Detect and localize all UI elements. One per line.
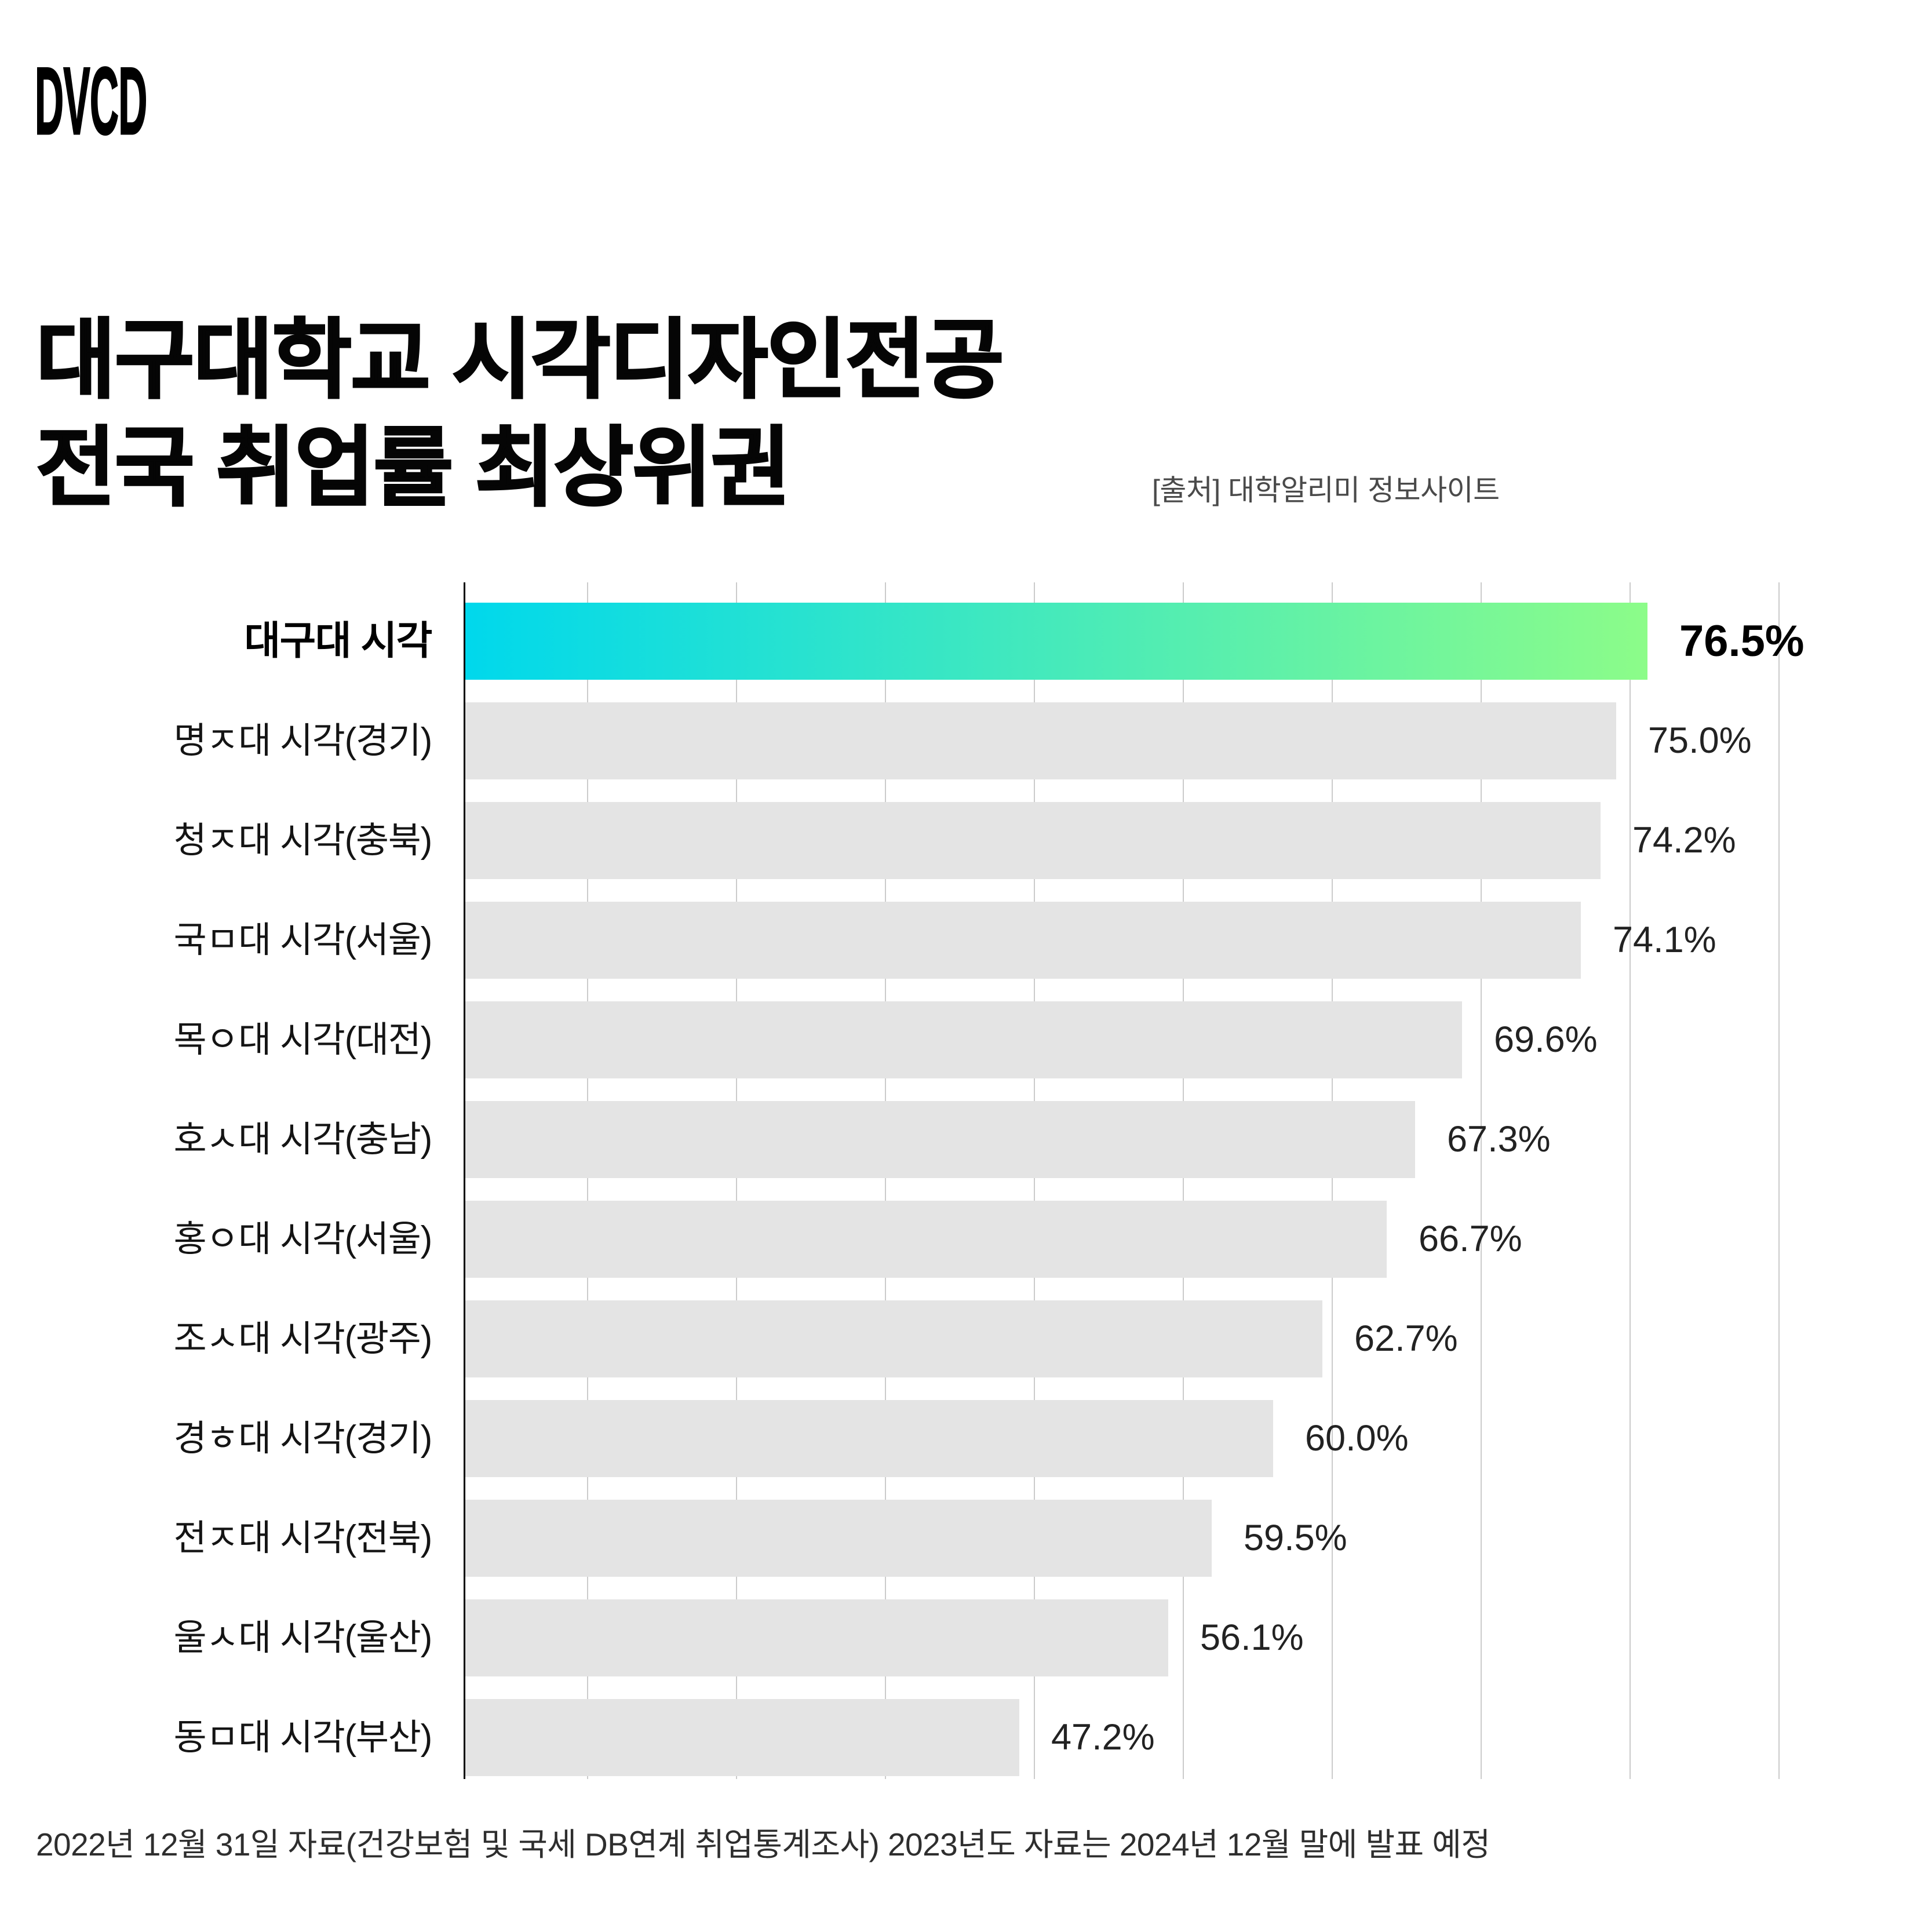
row-value-label: 59.5%	[1244, 1518, 1347, 1558]
row-value-label: 74.2%	[1632, 820, 1736, 861]
row-value-label: 74.1%	[1613, 920, 1716, 960]
row-bar	[465, 1001, 1462, 1078]
row-label: 홍ㅇ대 시각(서울)	[173, 1219, 433, 1259]
row-label: 전ㅈ대 시각(전북)	[173, 1518, 433, 1558]
row-value-label: 60.0%	[1305, 1418, 1409, 1459]
row-bar	[465, 1101, 1415, 1178]
gridline	[1778, 582, 1780, 1779]
row-value-label: 47.2%	[1051, 1717, 1155, 1758]
chart-row: 대구대 시각 76.5%	[0, 603, 1932, 680]
row-value-label: 62.7%	[1354, 1318, 1458, 1359]
gridline	[885, 582, 886, 1779]
chart-row: 청ㅈ대 시각(충북) 74.2%	[0, 802, 1932, 879]
row-bar	[465, 1699, 1019, 1776]
dvcd-logo: DVCD	[34, 48, 148, 154]
y-axis-line	[464, 582, 465, 1779]
chart-row: 목ㅇ대 시각(대전) 69.6%	[0, 1001, 1932, 1078]
row-label: 경ㅎ대 시각(경기)	[173, 1419, 433, 1459]
title-line-2: 전국 취업률 최상위권	[35, 418, 792, 517]
page-title: 대구대학교 시각디자인전공 전국 취업률 최상위권	[35, 306, 1005, 522]
source-note: [출처] 대학알리미 정보사이트	[1152, 474, 1500, 506]
chart-row: 호ㅅ대 시각(충남) 67.3%	[0, 1101, 1932, 1178]
footer-note: 2022년 12월 31일 자료(건강보험 및 국세 DB연계 취업통계조사) …	[36, 1827, 1490, 1862]
row-label: 호ㅅ대 시각(충남)	[173, 1120, 433, 1160]
chart-row: 홍ㅇ대 시각(서울) 66.7%	[0, 1201, 1932, 1278]
row-value-label: 66.7%	[1419, 1219, 1522, 1259]
row-bar	[465, 1599, 1168, 1676]
row-bar	[465, 1500, 1212, 1577]
chart-row: 조ㅅ대 시각(광주) 62.7%	[0, 1300, 1932, 1377]
row-bar	[465, 1300, 1322, 1377]
row-label: 대구대 시각	[244, 619, 432, 663]
gridline	[1183, 582, 1184, 1779]
gridline	[1034, 582, 1035, 1779]
row-value-label: 56.1%	[1200, 1617, 1304, 1658]
gridline	[1481, 582, 1482, 1779]
chart-row: 전ㅈ대 시각(전북) 59.5%	[0, 1500, 1932, 1577]
row-bar	[465, 1400, 1273, 1477]
gridline	[587, 582, 588, 1779]
chart-row: 국ㅁ대 시각(서울) 74.1%	[0, 902, 1932, 979]
chart: 대구대 시각 76.5% 명ㅈ대 시각(경기) 75.0% 청ㅈ대 시각(충북)…	[0, 582, 1932, 1779]
row-label: 동ㅁ대 시각(부산)	[173, 1718, 433, 1758]
row-label: 명ㅈ대 시각(경기)	[173, 721, 433, 761]
row-label: 울ㅅ대 시각(울산)	[173, 1618, 433, 1658]
row-value-label: 69.6%	[1494, 1019, 1598, 1060]
row-value-label: 75.0%	[1648, 720, 1752, 761]
row-value-label: 67.3%	[1447, 1119, 1551, 1160]
gridline	[736, 582, 737, 1779]
chart-row: 경ㅎ대 시각(경기) 60.0%	[0, 1400, 1932, 1477]
chart-row: 명ㅈ대 시각(경기) 75.0%	[0, 702, 1932, 779]
row-bar	[465, 603, 1647, 680]
row-value-label: 76.5%	[1679, 617, 1805, 666]
row-bar	[465, 1201, 1387, 1278]
title-line-1: 대구대학교 시각디자인전공	[35, 311, 1005, 410]
row-bar	[465, 702, 1616, 779]
chart-row: 울ㅅ대 시각(울산) 56.1%	[0, 1599, 1932, 1676]
row-label: 조ㅅ대 시각(광주)	[173, 1319, 433, 1359]
row-label: 목ㅇ대 시각(대전)	[173, 1020, 433, 1060]
chart-row: 동ㅁ대 시각(부산) 47.2%	[0, 1699, 1932, 1776]
gridline	[1630, 582, 1631, 1779]
row-label: 국ㅁ대 시각(서울)	[173, 920, 433, 960]
row-bar	[465, 802, 1601, 879]
row-bar	[465, 902, 1581, 979]
gridline	[1332, 582, 1333, 1779]
row-label: 청ㅈ대 시각(충북)	[173, 821, 433, 861]
